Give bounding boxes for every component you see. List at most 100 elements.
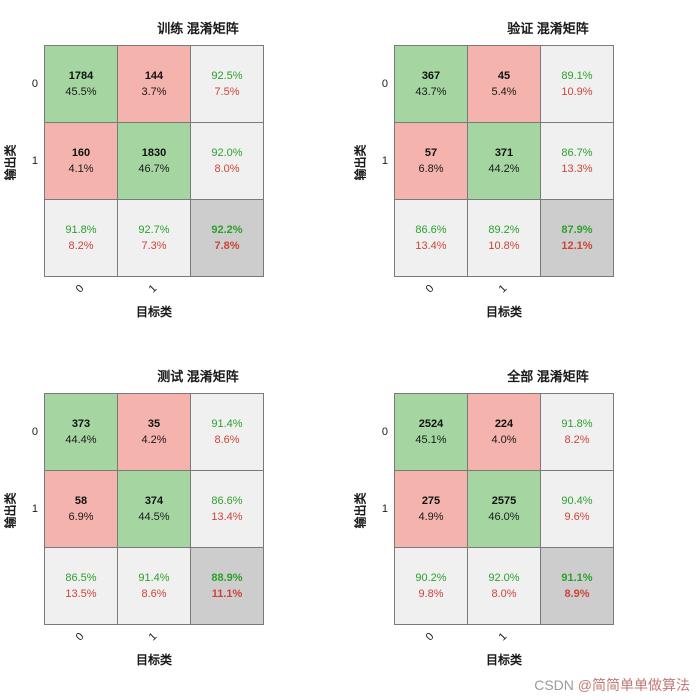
cell-percent-incorrect: 7.3%: [141, 239, 167, 252]
cell-percent-correct: 91.4%: [138, 571, 170, 584]
cell-count: 275: [421, 494, 441, 507]
cell-percent: 4.2%: [141, 433, 167, 446]
cell-count: 371: [494, 146, 514, 159]
matrix-cell: 160 4.1%: [45, 123, 117, 199]
cell-percent-incorrect: 8.6%: [141, 587, 167, 600]
cell-count: 374: [144, 494, 164, 507]
col-summary-cell: 92.7% 7.3%: [118, 200, 190, 276]
cell-percent: 46.7%: [138, 162, 170, 175]
matrix-cell: 57 6.8%: [395, 123, 467, 199]
x-axis-label: 目标类: [135, 653, 172, 667]
row-summary-cell: 86.6% 13.4%: [191, 471, 263, 547]
total-cell: 91.1% 8.9%: [541, 548, 613, 624]
panel-title: 测试 混淆矩阵: [157, 369, 239, 384]
row-summary-cell: 92.5% 7.5%: [191, 46, 263, 122]
cell-percent-incorrect: 8.0%: [214, 162, 240, 175]
cell-percent-incorrect: 12.1%: [561, 239, 593, 252]
x-axis-label: 目标类: [485, 305, 522, 319]
y-axis-label: 输出类: [350, 45, 370, 279]
cell-count: 45: [497, 69, 511, 82]
cell-percent-incorrect: 13.4%: [415, 239, 447, 252]
cell-percent-incorrect: 7.8%: [214, 239, 240, 252]
y-axis-label: 输出类: [0, 393, 20, 627]
matrix-cell: 2524 45.1%: [395, 394, 467, 470]
panel-title: 全部 混淆矩阵: [507, 369, 589, 384]
watermark-brand: CSDN: [534, 677, 578, 693]
cell-percent: 4.9%: [418, 510, 444, 523]
xtick-label: 0: [73, 630, 87, 644]
cell-percent-incorrect: 9.6%: [564, 510, 590, 523]
x-tick-row: 0 1: [394, 625, 614, 651]
confusion-panel-training: 训练 混淆矩阵 输出类 0 1 1784 45.5% 144 3.7% 92.5% 7.5…: [0, 0, 350, 348]
cell-percent-correct: 86.6%: [415, 223, 447, 236]
col-summary-cell: 92.0% 8.0%: [468, 548, 540, 624]
cell-percent: 3.7%: [141, 85, 167, 98]
watermark: CSDN @简简单单做算法: [534, 675, 690, 695]
matrix-cell: 58 6.9%: [45, 471, 117, 547]
xtick-label: 0: [423, 282, 437, 296]
cell-percent-correct: 92.7%: [138, 223, 170, 236]
matrix-grid: 367 43.7% 45 5.4% 89.1% 10.9% 57 6.8% 371 44.2% 86…: [394, 45, 614, 277]
matrix-cell: 275 4.9%: [395, 471, 467, 547]
matrix-grid: 1784 45.5% 144 3.7% 92.5% 7.5% 160 4.1% 1830 46.7…: [44, 45, 264, 277]
cell-percent-correct: 92.2%: [211, 223, 243, 236]
cell-count: 367: [421, 69, 441, 82]
x-tick-row: 0 1: [394, 277, 614, 303]
cell-count: 160: [71, 146, 91, 159]
cell-percent: 4.1%: [68, 162, 94, 175]
cell-percent-incorrect: 8.2%: [68, 239, 94, 252]
ytick-label: 1: [31, 154, 38, 167]
cell-percent: 5.4%: [491, 85, 517, 98]
ytick-empty: [370, 547, 394, 624]
ytick-label: 1: [31, 502, 38, 515]
watermark-handle: @简简单单做算法: [577, 677, 690, 693]
matrix-cell: 35 4.2%: [118, 394, 190, 470]
col-summary-cell: 91.4% 8.6%: [118, 548, 190, 624]
y-tick-column: 0 1: [370, 393, 394, 668]
x-axis-label: 目标类: [485, 653, 522, 667]
confusion-panel-all: 全部 混淆矩阵 输出类 0 1 2524 45.1% 224 4.0% 91.8% 8.2…: [350, 348, 700, 696]
ytick-empty: [20, 547, 44, 624]
ytick-empty: [370, 199, 394, 276]
confusion-panel-test: 测试 混淆矩阵 输出类 0 1 373 44.4% 35 4.2% 91.4% 8.6% 5…: [0, 348, 350, 696]
cell-count: 1784: [68, 69, 94, 82]
cell-percent-correct: 86.6%: [211, 494, 243, 507]
cell-percent-correct: 90.4%: [561, 494, 593, 507]
cell-percent-correct: 91.1%: [561, 571, 593, 584]
cell-percent-incorrect: 13.3%: [561, 162, 593, 175]
ytick-label: 1: [381, 502, 388, 515]
x-tick-row: 0 1: [44, 277, 264, 303]
y-axis-label: 输出类: [350, 393, 370, 627]
cell-percent-correct: 89.2%: [488, 223, 520, 236]
cell-percent-incorrect: 13.4%: [211, 510, 243, 523]
cell-percent-correct: 89.1%: [561, 69, 593, 82]
row-summary-cell: 91.4% 8.6%: [191, 394, 263, 470]
matrix-cell: 45 5.4%: [468, 46, 540, 122]
row-summary-cell: 92.0% 8.0%: [191, 123, 263, 199]
y-tick-column: 0 1: [20, 45, 44, 320]
matrix-grid: 2524 45.1% 224 4.0% 91.8% 8.2% 275 4.9% 2575 46.0…: [394, 393, 614, 625]
col-summary-cell: 86.5% 13.5%: [45, 548, 117, 624]
cell-count: 35: [147, 417, 161, 430]
cell-percent-incorrect: 7.5%: [214, 85, 240, 98]
col-summary-cell: 86.6% 13.4%: [395, 200, 467, 276]
matrix-cell: 144 3.7%: [118, 46, 190, 122]
x-axis-label: 目标类: [135, 305, 172, 319]
ytick-label: 0: [31, 77, 38, 90]
cell-percent-correct: 91.4%: [211, 417, 243, 430]
xtick-label: 0: [73, 282, 87, 296]
cell-percent-incorrect: 8.0%: [491, 587, 517, 600]
cell-count: 58: [74, 494, 88, 507]
matrix-grid: 373 44.4% 35 4.2% 91.4% 8.6% 58 6.9% 374 44.5% 86.…: [44, 393, 264, 625]
y-axis-label-text: 输出类: [353, 491, 368, 529]
cell-percent-incorrect: 8.6%: [214, 433, 240, 446]
cell-percent-correct: 86.5%: [65, 571, 97, 584]
cell-percent: 44.5%: [138, 510, 170, 523]
matrix-cell: 1830 46.7%: [118, 123, 190, 199]
total-cell: 92.2% 7.8%: [191, 200, 263, 276]
matrix-cell: 2575 46.0%: [468, 471, 540, 547]
cell-percent-incorrect: 9.8%: [418, 587, 444, 600]
total-cell: 87.9% 12.1%: [541, 200, 613, 276]
row-summary-cell: 86.7% 13.3%: [541, 123, 613, 199]
